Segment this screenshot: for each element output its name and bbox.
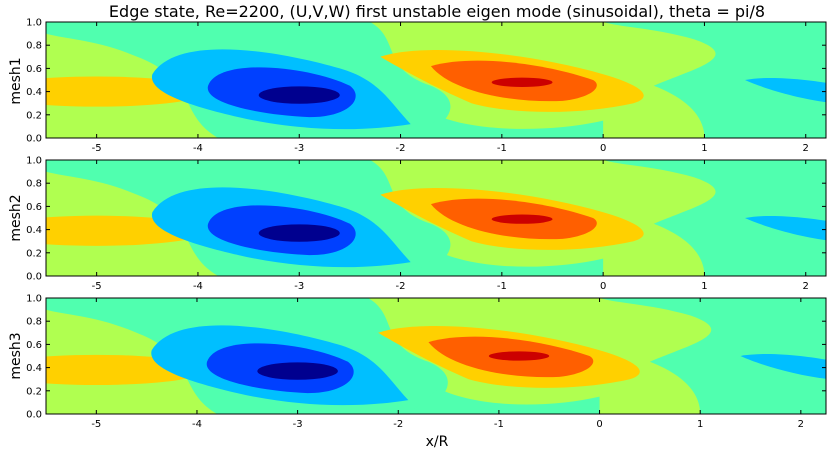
x-tick-label: -2: [396, 281, 406, 292]
x-tick-label: -5: [92, 143, 102, 154]
y-tick-label: 0.2: [26, 248, 42, 259]
x-tick-label: -3: [294, 143, 304, 154]
x-tick-label: 2: [798, 419, 804, 430]
panel-mesh1: -5 -4 -3 -2 -1 0 1 2 0.0 0.2 0.4 0.6 0.8 1.0: [26, 18, 827, 154]
contour-level-m2: [744, 78, 826, 103]
y-tick-label: 0.0: [26, 272, 42, 283]
y-tick-label: 1.0: [26, 294, 42, 305]
x-tick-label: -1: [497, 281, 507, 292]
panel-mesh2: -5 -4 -3 -2 -1 0 1 2 0.0 0.2 0.4 0.6 0.8 1.0: [26, 156, 827, 292]
contour-level-0: [603, 22, 826, 138]
y-tick-label: 1.0: [26, 18, 42, 29]
x-axis-label: x/R: [426, 434, 449, 450]
x-tick-label: -4: [193, 281, 203, 292]
y-tick-label: 0.8: [26, 41, 42, 52]
contour-level-4: [491, 77, 553, 87]
x-tick-label: -3: [294, 281, 304, 292]
contour-level-4: [488, 351, 550, 361]
y-tick-label: 0.4: [26, 363, 42, 374]
axes-frame: [45, 21, 827, 139]
contour-level-m4: [257, 362, 338, 380]
x-tick-label: 0: [600, 281, 606, 292]
x-tick-label: -4: [192, 419, 202, 430]
contour-level-m2: [744, 216, 826, 241]
y-axis-label-mesh2: mesh2: [8, 194, 24, 241]
x-tick-label: 1: [701, 143, 707, 154]
x-tick-label: -5: [92, 281, 102, 292]
x-tick-label: -1: [494, 419, 504, 430]
x-tick-label: 1: [697, 419, 703, 430]
contour-level-m4: [258, 224, 340, 242]
y-axis-label-mesh1: mesh1: [8, 57, 24, 104]
x-tick-label: 0: [600, 143, 606, 154]
contour-level-4: [491, 214, 553, 224]
y-tick-label: 0.6: [26, 340, 42, 351]
y-tick-label: 0.8: [26, 317, 42, 328]
contour-level-0: [410, 252, 604, 276]
axes-frame: [45, 159, 827, 277]
y-tick-label: 0.2: [26, 110, 42, 121]
contour-field: [46, 298, 826, 414]
contour-level-m4: [258, 86, 340, 104]
y-tick-label: 0.2: [26, 386, 42, 397]
x-tick-label: -4: [193, 143, 203, 154]
y-tick-label: 0.0: [26, 134, 42, 145]
x-tick-label: 2: [803, 281, 809, 292]
contour-field: [46, 160, 826, 276]
axes-frame: [45, 297, 827, 415]
panel-mesh3: -5 -4 -3 -2 -1 0 1 2 0.0 0.2 0.4 0.6 0.8 1.0: [26, 294, 827, 430]
contour-level-0: [410, 117, 604, 138]
x-tick-label: -1: [497, 143, 507, 154]
y-tick-label: 0.0: [26, 410, 42, 421]
y-tick-label: 1.0: [26, 156, 42, 167]
y-tick-label: 0.6: [26, 202, 42, 213]
x-tick-label: -2: [396, 143, 406, 154]
x-tick-label: -3: [293, 419, 303, 430]
x-tick-label: 0: [596, 419, 602, 430]
contour-level-0: [599, 298, 826, 414]
y-tick-label: 0.4: [26, 87, 42, 98]
contour-level-m2: [740, 354, 826, 379]
contour-level-0: [408, 388, 600, 414]
x-tick-label: -2: [393, 419, 403, 430]
x-tick-label: -5: [91, 419, 101, 430]
contour-field: [46, 22, 826, 138]
x-tick-label: 1: [701, 281, 707, 292]
x-tick-label: 2: [803, 143, 809, 154]
y-tick-label: 0.8: [26, 179, 42, 190]
y-tick-label: 0.4: [26, 225, 42, 236]
y-tick-label: 0.6: [26, 64, 42, 75]
y-axis-label-mesh3: mesh3: [8, 332, 24, 379]
contour-level-0: [603, 160, 826, 276]
chart-title: Edge state, Re=2200, (U,V,W) first unsta…: [109, 2, 765, 21]
